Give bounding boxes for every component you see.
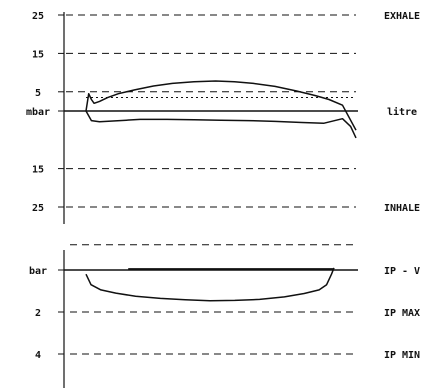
series-line-1 <box>85 80 357 131</box>
series-line-2 <box>85 110 357 139</box>
y-tick-label: 2 <box>35 308 41 319</box>
y-tick-label: 5 <box>35 88 41 99</box>
pressure-volume-panel: 25 15 5 mbar 15 25 EXHALE litre INHALE <box>26 11 420 224</box>
right-label: IP MIN <box>384 350 420 361</box>
right-label: EXHALE <box>384 11 420 22</box>
right-label: litre <box>387 106 417 118</box>
y-tick-label: 15 <box>32 165 44 176</box>
y-tick-label: 25 <box>32 11 44 22</box>
right-label: IP - V <box>384 266 420 277</box>
y-tick-label: bar <box>29 266 47 277</box>
right-label: IP MAX <box>384 308 420 319</box>
y-tick-label: 4 <box>35 350 41 361</box>
y-tick-label: 15 <box>32 49 44 60</box>
right-label: INHALE <box>384 203 420 214</box>
y-tick-label: mbar <box>26 107 50 118</box>
y-tick-label: 25 <box>32 203 44 214</box>
series-line-1 <box>85 267 335 302</box>
